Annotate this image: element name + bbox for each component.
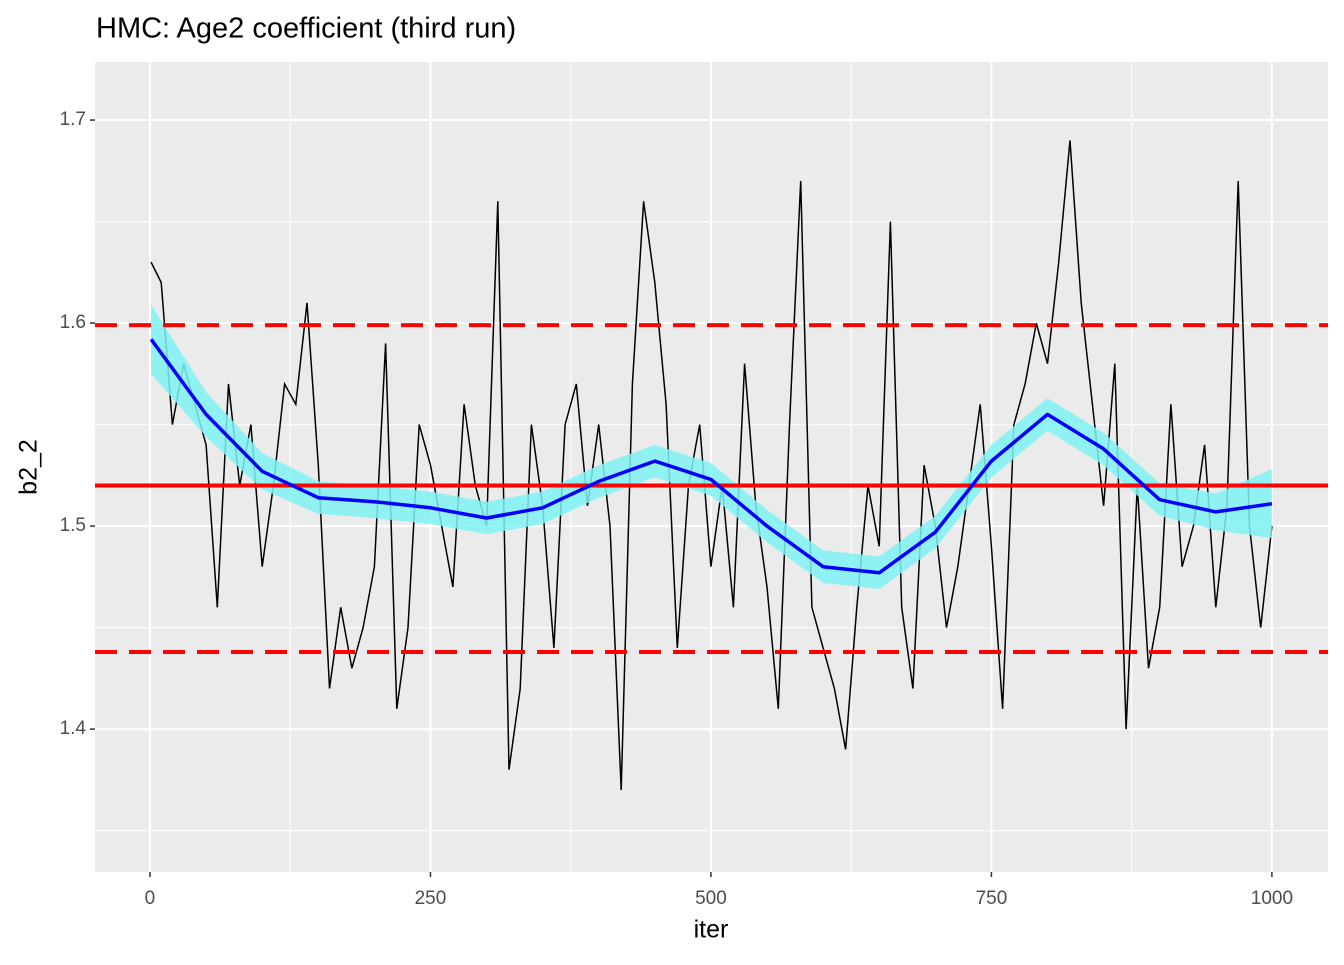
x-tick-label: 1000 xyxy=(1251,888,1293,909)
smooth-line xyxy=(149,338,1273,575)
chart-title: HMC: Age2 coefficient (third run) xyxy=(96,13,516,45)
x-tick-label: 0 xyxy=(145,888,156,909)
y-tick-label: 1.7 xyxy=(60,109,86,130)
y-axis-label: b2_2 xyxy=(15,439,43,495)
y-tick-label: 1.5 xyxy=(60,515,86,536)
confidence-band xyxy=(151,304,1272,589)
y-tick-label: 1.6 xyxy=(60,312,86,333)
x-axis-label: iter xyxy=(694,916,729,944)
x-tick-label: 250 xyxy=(415,888,447,909)
x-tick-label: 500 xyxy=(695,888,727,909)
y-tick-label: 1.4 xyxy=(60,718,87,739)
x-tick-label: 750 xyxy=(976,888,1008,909)
trace-line xyxy=(150,140,1273,791)
